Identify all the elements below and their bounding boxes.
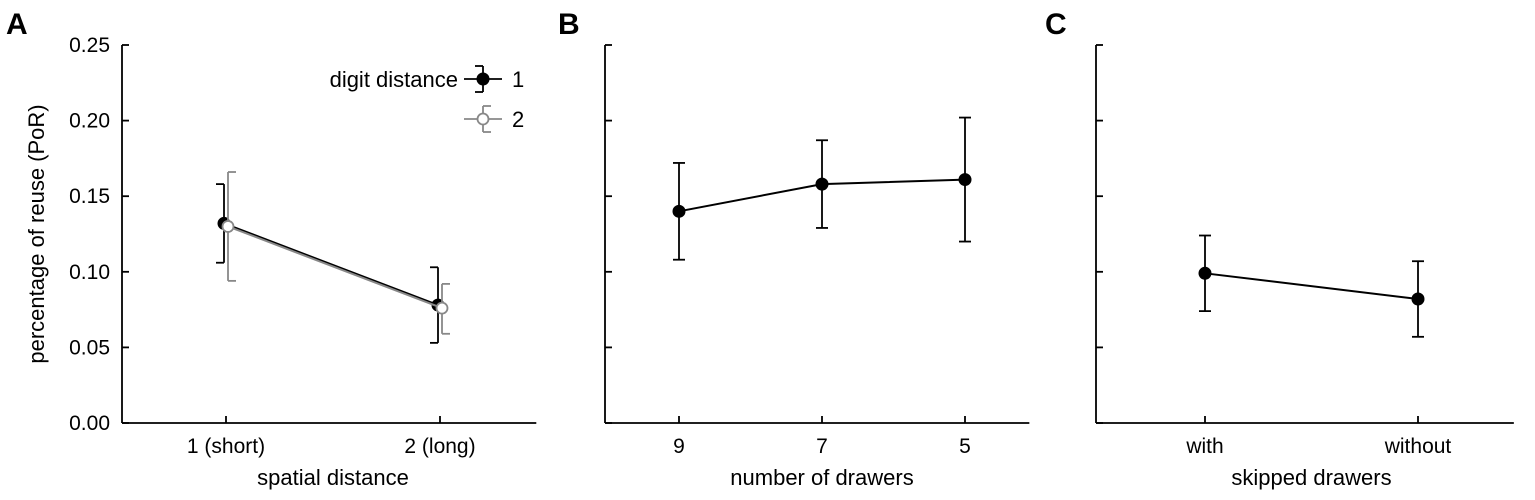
legend-marker: [476, 112, 490, 126]
x-tick-label: 1 (short): [187, 435, 265, 458]
legend-entry: 2: [464, 105, 524, 133]
data-point: [815, 177, 829, 191]
panel-a: A 0.00 0.05 0.10 0.15 0.20 0.25 percentage of r…: [6, 8, 537, 490]
y-tick-label: 0.00: [69, 412, 110, 435]
y-tick-label: 0.05: [69, 336, 110, 359]
legend-entry: 1: [464, 65, 524, 93]
series-line: [1204, 272, 1419, 301]
x-tick-label: without: [1384, 435, 1452, 458]
data-point: [1411, 292, 1425, 306]
x-axis-label: spatial distance: [257, 465, 409, 490]
series-1: [1198, 234, 1425, 338]
series-2: [221, 171, 450, 335]
x-tick-label: 7: [816, 435, 828, 458]
panel-letter: C: [1045, 8, 1067, 41]
y-tick-label: 0.10: [69, 261, 110, 284]
y-tick-label: 0.15: [69, 185, 110, 208]
data-point: [672, 204, 686, 218]
series-1: [672, 116, 972, 261]
panel-letter: B: [558, 8, 580, 41]
legend-marker: [476, 72, 490, 86]
x-axis-label: number of drawers: [730, 465, 913, 490]
legend-entry-label: 2: [512, 107, 524, 132]
x-tick-label: with: [1185, 435, 1223, 458]
legend: digit distance 1 2: [330, 65, 524, 133]
x-tick-label: 2 (long): [404, 435, 475, 458]
data-point: [435, 301, 449, 315]
panel-b: B 9 7 5 number of drawers: [558, 8, 1030, 490]
series-line: [227, 225, 443, 310]
y-axis-label: percentage of reuse (PoR): [24, 104, 49, 363]
panel-letter: A: [6, 8, 28, 41]
x-axis-label: skipped drawers: [1231, 465, 1391, 490]
legend-title: digit distance: [330, 67, 458, 92]
y-tick-label: 0.25: [69, 34, 110, 57]
series-1: [216, 183, 445, 344]
x-tick-label: 5: [959, 435, 971, 458]
data-point: [1198, 266, 1212, 280]
data-point: [958, 173, 972, 187]
data-point: [221, 220, 235, 233]
legend-entry-label: 1: [512, 67, 524, 92]
series-line: [223, 222, 439, 306]
y-tick-label: 0.20: [69, 110, 110, 133]
x-tick-label: 9: [673, 435, 685, 458]
